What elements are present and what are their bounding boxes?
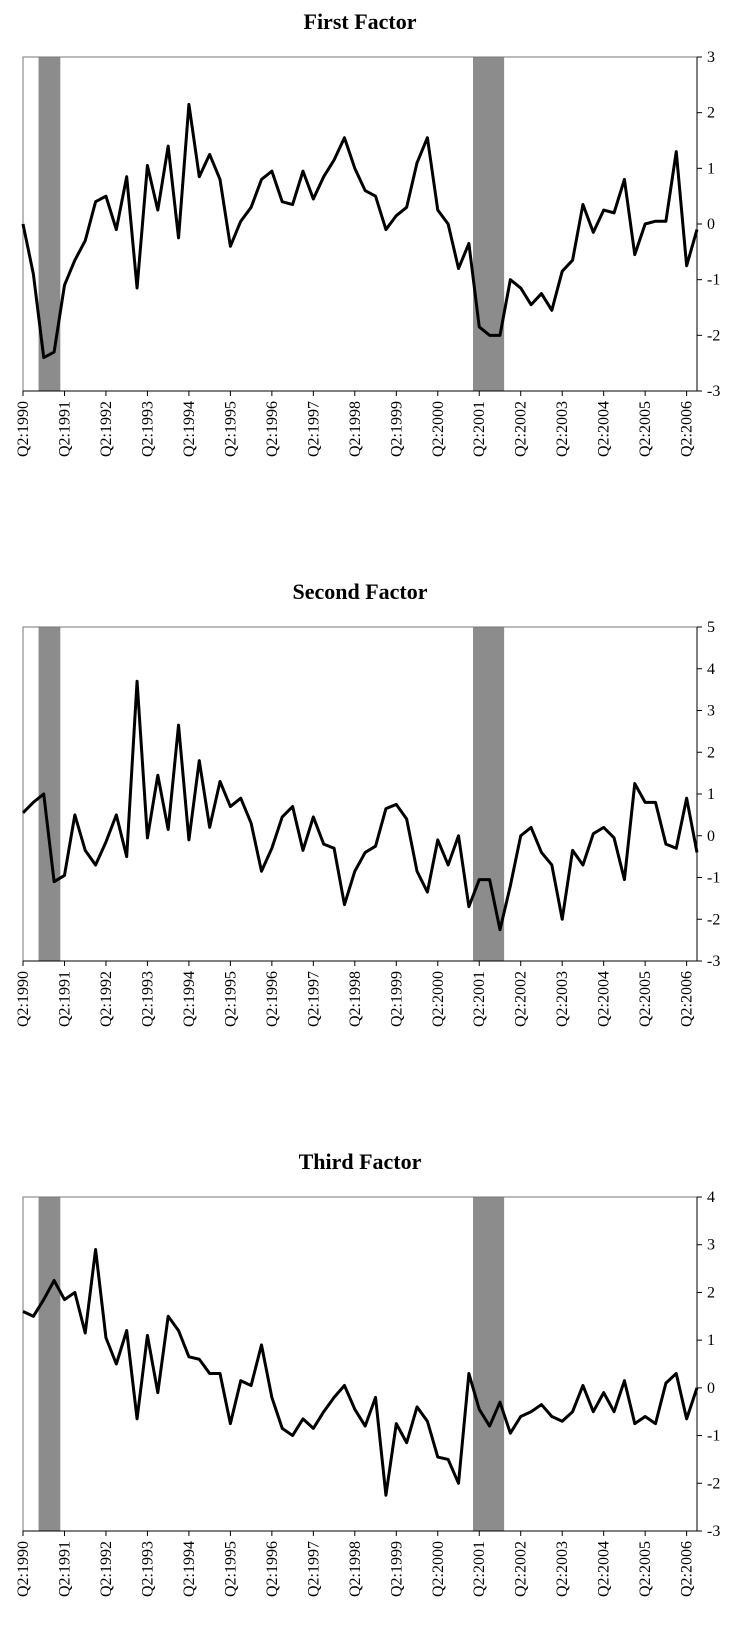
x-tick-label: Q2:1996 [264,401,281,457]
y-tick-label: -1 [707,1428,720,1445]
chart-title: First Factor [304,9,417,34]
x-tick-label: Q2:1996 [264,1541,281,1597]
data-line [21,679,699,932]
x-tick-label: Q2:2000 [430,1541,447,1597]
x-tick-label: Q2:2006 [679,401,696,457]
x-tick-label: Q2:2000 [430,971,447,1027]
x-tick-label: Q2:2002 [513,971,530,1027]
x-tick-label: Q2:1991 [56,971,73,1027]
x-tick-label: Q2:2001 [471,1541,488,1597]
x-tick-label: Q2:2003 [554,1541,571,1597]
y-tick-label: 2 [707,105,715,122]
x-tick-label: Q2:1993 [139,971,156,1027]
x-tick-label: Q2:1991 [56,401,73,457]
x-tick-label: Q2:1995 [222,971,239,1027]
x-tick-label: Q2:1995 [222,1541,239,1597]
recession-band [38,1197,61,1531]
x-tick-label: Q2:1993 [139,401,156,457]
recession-band [38,57,61,391]
y-tick-label: 0 [707,828,715,845]
x-tick-label: Q2:1990 [15,1541,32,1597]
x-tick-label: Q2:1991 [56,1541,73,1597]
y-tick-label: 4 [707,1189,715,1206]
y-tick-label: -3 [707,383,720,400]
x-tick-label: Q2:1990 [15,971,32,1027]
x-tick-label: Q2:1998 [347,1541,364,1597]
y-tick-label: 3 [707,703,715,720]
x-tick-label: Q2:2004 [596,1541,613,1597]
y-tick-label: 3 [707,1237,715,1254]
y-tick-label: 3 [707,49,715,66]
recession-band [473,57,505,391]
plot-frame [22,626,698,962]
y-tick-label: 2 [707,744,715,761]
y-tick-label: -3 [707,953,720,970]
data-line [21,102,699,360]
x-tick-label: Q2:2001 [471,401,488,457]
x-tick-label: Q2:1998 [347,401,364,457]
x-tick-label: Q2:2003 [554,401,571,457]
x-tick-label: Q2:2006 [679,971,696,1027]
y-tick-label: -2 [707,1475,720,1492]
x-tick-label: Q2:1992 [98,1541,115,1597]
x-tick-label: Q2:1999 [388,1541,405,1597]
chart-title: Second Factor [292,579,427,604]
x-tick-label: Q2:2000 [430,401,447,457]
x-tick-label: Q2:1999 [388,971,405,1027]
x-tick-label: Q2:1997 [305,401,322,457]
y-tick-label: -1 [707,272,720,289]
y-tick-label: 4 [707,661,715,678]
x-tick-label: Q2:1993 [139,1541,156,1597]
y-tick-label: 1 [707,786,715,803]
x-tick-label: Q2:1999 [388,401,405,457]
y-tick-label: 0 [707,216,715,233]
chart-title: Third Factor [299,1149,422,1174]
recession-band [473,627,505,961]
x-tick-label: Q2:2003 [554,971,571,1027]
y-tick-label: 0 [707,1380,715,1397]
data-line [22,1247,699,1497]
x-tick-label: Q2:1990 [15,401,32,457]
y-tick-label: 2 [707,1284,715,1301]
y-tick-label: 1 [707,1332,715,1349]
x-tick-label: Q2:2002 [513,401,530,457]
x-tick-label: Q2:1998 [347,971,364,1027]
x-tick-label: Q2:1994 [181,1541,198,1597]
x-tick-label: Q2:2005 [637,401,654,457]
x-tick-label: Q2:1994 [181,971,198,1027]
y-tick-label: -3 [707,1523,720,1540]
x-tick-label: Q2:1992 [98,401,115,457]
x-tick-label: Q2:1997 [305,971,322,1027]
x-tick-label: Q2:2005 [637,1541,654,1597]
x-tick-label: Q2:2002 [513,1541,530,1597]
x-tick-label: Q2:2004 [596,971,613,1027]
y-tick-label: 1 [707,160,715,177]
y-tick-label: -1 [707,870,720,887]
y-tick-label: -2 [707,911,720,928]
y-tick-label: -2 [707,327,720,344]
x-tick-label: Q2:2006 [679,1541,696,1597]
recession-band [473,1197,505,1531]
x-tick-label: Q2:1995 [222,401,239,457]
y-tick-label: 5 [707,619,715,636]
x-tick-label: Q2:2005 [637,971,654,1027]
x-tick-label: Q2:1996 [264,971,281,1027]
x-tick-label: Q2:1992 [98,971,115,1027]
x-tick-label: Q2:2004 [596,401,613,457]
plot-frame [22,1196,698,1532]
x-tick-label: Q2:1994 [181,401,198,457]
x-tick-label: Q2:1997 [305,1541,322,1597]
x-tick-label: Q2:2001 [471,971,488,1027]
